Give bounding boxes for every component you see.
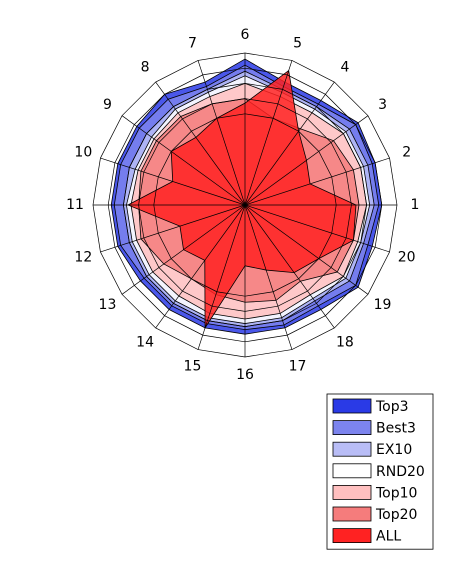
- spoke: [100, 204, 246, 253]
- axis-label: 2: [402, 144, 411, 160]
- axis-label: 3: [378, 97, 387, 113]
- spoke: [244, 81, 335, 206]
- spoke: [244, 115, 369, 206]
- axis-label: 8: [141, 59, 150, 75]
- grid-ring: [138, 98, 352, 312]
- grid-ring: [123, 83, 367, 327]
- legend-label: RND20: [376, 464, 425, 480]
- spoke: [121, 115, 246, 206]
- legend-swatch: [332, 528, 372, 543]
- spoke: [100, 157, 246, 206]
- grid-ring: [153, 113, 337, 297]
- legend-label: ALL: [376, 529, 401, 545]
- legend-label: EX10: [376, 442, 412, 458]
- spoke: [244, 204, 335, 329]
- legend-swatch: [332, 420, 372, 436]
- axis-label: 14: [136, 335, 154, 351]
- axis-label: 6: [241, 27, 250, 43]
- spoke: [244, 204, 293, 350]
- spoke: [244, 60, 293, 206]
- axis-label: 20: [398, 250, 416, 266]
- axis-label: 12: [74, 250, 92, 266]
- axis-label: 16: [236, 367, 254, 383]
- axis-label: 15: [184, 359, 202, 375]
- axis-label: 18: [336, 335, 354, 351]
- legend-label: Top3: [375, 399, 409, 415]
- grid-ring: [107, 67, 383, 343]
- legend-label: Top10: [375, 485, 417, 501]
- axis-label: 11: [66, 197, 84, 213]
- legend-swatch: [332, 484, 372, 500]
- axis-label: 4: [340, 59, 349, 75]
- axis-label: 13: [99, 297, 117, 313]
- legend-swatch: [332, 398, 372, 414]
- spoke: [244, 204, 390, 253]
- spoke: [197, 204, 246, 350]
- spoke: [197, 60, 246, 206]
- axis-label: 17: [289, 359, 307, 375]
- spoke: [155, 81, 246, 206]
- legend-label: Best3: [376, 421, 416, 437]
- spoke: [121, 204, 246, 295]
- axis-label: 10: [74, 144, 92, 160]
- spoke: [244, 204, 369, 295]
- spoke: [155, 204, 246, 329]
- spoke: [244, 157, 390, 206]
- axis-label: 5: [293, 35, 302, 51]
- legend-swatch: [332, 441, 372, 457]
- axis-label: 1: [411, 197, 420, 213]
- legend-swatch: [332, 463, 372, 479]
- axis-label: 7: [188, 35, 197, 51]
- axis-label: 19: [374, 297, 392, 313]
- grid-ring: [92, 52, 398, 358]
- axis-label: 9: [103, 97, 112, 113]
- legend-swatch: [332, 506, 372, 522]
- legend-label: Top20: [375, 507, 417, 523]
